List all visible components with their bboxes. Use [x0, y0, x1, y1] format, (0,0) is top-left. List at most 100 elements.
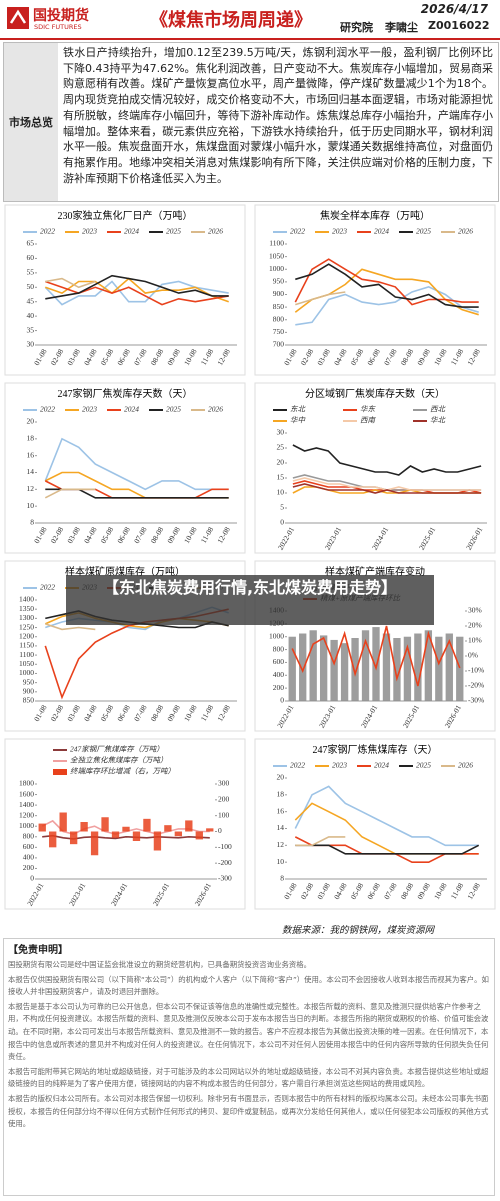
y-tick-label: 850 — [23, 696, 35, 705]
y-tick-label: 30 — [277, 428, 285, 437]
y-tick-label: 35 — [27, 325, 35, 334]
y-tick-label: 60 — [27, 253, 35, 262]
legend-label: 2026 — [208, 405, 223, 414]
bar — [456, 636, 464, 701]
chart-title: 样本煤矿产端库存变动 — [325, 565, 425, 578]
disclaimer-paragraph: 本报告可能附带其它网站的地址或超级链接，对于可能涉及的本公司网站以外的地址或超级… — [8, 1066, 489, 1089]
legend-label: 东北 — [290, 405, 306, 414]
y-tick-label: 15 — [277, 473, 285, 482]
y-tick-label: 200 — [23, 863, 35, 872]
bar — [414, 633, 422, 701]
y-tick-label: 40 — [27, 311, 35, 320]
bar — [185, 820, 193, 832]
logo-text: 国投期货 — [33, 8, 89, 24]
series-line — [44, 437, 229, 491]
y-tick-label: 1250 — [19, 622, 34, 631]
y-tick-label: 14 — [277, 823, 285, 832]
bar — [164, 825, 172, 832]
bar — [143, 818, 151, 832]
disclaimer-paragraph: 国投期货有限公司是经中国证监会批准设立的期货经营机构，已具备期货投资咨询业务资格… — [8, 960, 312, 969]
bar — [174, 831, 183, 837]
legend-label: 2022 — [40, 583, 55, 592]
y-tick-label: 600 — [23, 842, 35, 851]
y-tick-label: 400 — [273, 670, 285, 679]
y-tick-label: 25 — [277, 443, 285, 452]
y-tick-label: 600 — [273, 657, 285, 666]
y-tick-label: 8 — [30, 518, 34, 527]
bar — [80, 822, 88, 832]
legend-label: 西南 — [360, 416, 376, 425]
y-tick-label: 10 — [277, 488, 285, 497]
data-source: 数据来源：我的钢铁网，煤炭资源网 — [282, 926, 435, 936]
chart-title: 247家钢厂炼焦煤库存（天） — [313, 743, 438, 756]
bar — [122, 826, 130, 832]
bar — [424, 630, 433, 701]
y-tick-label: 30 — [27, 340, 35, 349]
series-line — [295, 836, 346, 847]
chart-panel — [4, 382, 246, 554]
y-tick-label: 20% — [468, 621, 482, 630]
bar — [309, 630, 317, 701]
y-tick-label: 1600 — [19, 789, 34, 798]
y-tick-label: 1000 — [19, 668, 34, 677]
legend-label: 2025 — [166, 405, 181, 414]
series-line — [292, 444, 482, 476]
y-tick-label: 900 — [23, 687, 35, 696]
series-line — [291, 625, 461, 687]
y-tick-label: -100 — [218, 842, 232, 851]
legend-label: 2026 — [208, 227, 223, 236]
y-tick-label: 18 — [27, 434, 35, 443]
legend-label: 终端库存环比增减（右，万吨） — [70, 767, 175, 776]
legend-label: 2022 — [290, 227, 305, 236]
legend-label: 2023 — [82, 405, 97, 414]
legend-label: 2026 — [458, 761, 473, 770]
y-tick-label: 1800 — [19, 779, 34, 788]
logo-icon — [7, 7, 29, 29]
chart-title: 样本煤矿原煤库存（万吨） — [65, 565, 185, 578]
disclaimer-title: 【免责申明】 — [8, 945, 68, 956]
overlay-banner: 【东北焦炭费用行情,东北煤炭费用走势】 — [66, 575, 434, 625]
y-tick-label: 1100 — [19, 650, 34, 659]
bar — [101, 817, 109, 832]
y-tick-label: 1100 — [269, 239, 284, 248]
bar — [69, 831, 78, 845]
bar — [382, 633, 391, 701]
disclaimer: 【免责申明】 国投期货有限公司是经中国证监会批准设立的期货经营机构，已具备期货投… — [3, 938, 495, 1196]
report-title: 《煤焦市场周周递》 — [150, 10, 312, 31]
series-line — [45, 277, 229, 303]
y-tick-label: 1350 — [19, 604, 34, 613]
series-line — [45, 623, 96, 631]
summary: 市场总览 铁水日产持续抬升，增加0.12至239.5万吨/天，炼钢利润水平一般，… — [3, 42, 499, 202]
summary-text: 铁水日产持续抬升，增加0.12至239.5万吨/天，炼钢利润水平一般，盈利钢厂比… — [63, 46, 493, 185]
y-tick-label: 20 — [27, 417, 35, 426]
series-line — [44, 488, 96, 499]
legend-label: 2026 — [458, 227, 473, 236]
y-tick-label: -30% — [468, 696, 484, 705]
dept: 研究院 — [340, 21, 373, 34]
charts: 230家独立焦化厂日产（万吨）2022 2023 2024 2025 202630354… — [4, 204, 496, 910]
y-tick-label: 14 — [27, 467, 35, 476]
legend-label: 2022 — [40, 227, 55, 236]
disclaimer-paragraph: 本报告仅供国投期货有限公司（以下简称“本公司”）的机构或个人客户（以下简称“客户… — [8, 974, 489, 997]
legend-label: 2022 — [40, 405, 55, 414]
y-tick-label: 1050 — [19, 659, 34, 668]
y-tick-label: 1200 — [19, 631, 34, 640]
y-tick-label: 10 — [27, 501, 35, 510]
chart-panel — [254, 204, 496, 376]
y-tick-label: 1050 — [269, 251, 284, 260]
y-tick-label: 1200 — [19, 810, 34, 819]
y-tick-label: 900 — [273, 289, 285, 298]
header: 国投期货 SDIC FUTURES 《煤焦市场周周递》 2026/4/17 研究… — [0, 0, 500, 40]
y-tick-label: 10% — [468, 636, 482, 645]
series-line — [45, 277, 96, 289]
legend-label: 2025 — [416, 227, 431, 236]
legend-label: 2024 — [374, 761, 389, 770]
series-line — [292, 483, 482, 494]
bar — [361, 630, 370, 701]
y-tick-label: 12 — [277, 840, 285, 849]
y-tick-label: 5 — [280, 503, 284, 512]
legend-label: 全独立焦化焦煤库存（万吨） — [70, 756, 168, 765]
y-tick-label: 50 — [27, 282, 35, 291]
series-line — [294, 785, 479, 847]
chart-panel — [4, 204, 246, 376]
